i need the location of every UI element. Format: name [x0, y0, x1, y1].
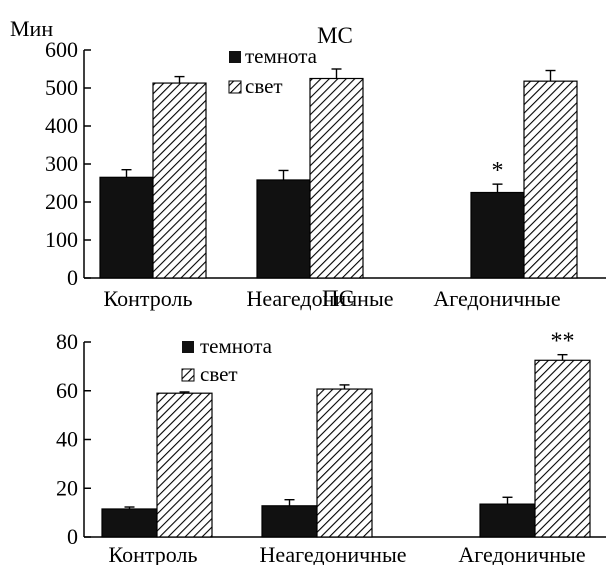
bars: ** — [101, 329, 591, 538]
legend-label-dark: темнота — [200, 334, 273, 358]
y-tick-label: 200 — [45, 189, 78, 214]
y-tick-label: 300 — [45, 151, 78, 176]
bar-dark — [479, 503, 536, 538]
panel-title: ПС — [322, 286, 354, 311]
x-category-label: Неагедоничные — [246, 286, 393, 311]
y-tick-label: 60 — [56, 378, 78, 403]
chart-panel-ms: Мин МС 0 100 200 300 400 500 600 Контроль Неагед… — [10, 16, 606, 311]
y-tick-label: 40 — [56, 427, 78, 452]
y-axis-label: Мин — [10, 16, 53, 41]
chart-panel-ps: ПС 0 20 40 60 80 Контроль Неагедоничные Агедони… — [56, 286, 606, 565]
bar-dark — [99, 176, 154, 279]
y-tick-label: 20 — [56, 475, 78, 500]
legend-label-dark: темнота — [245, 44, 318, 68]
y-tick-label: 600 — [45, 37, 78, 62]
x-category-label: Контроль — [104, 286, 193, 311]
significance-marker: * — [492, 158, 504, 184]
y-tick-label: 500 — [45, 75, 78, 100]
x-category-label: Контроль — [109, 542, 198, 565]
significance-marker: ** — [551, 329, 575, 355]
bar-light — [309, 77, 364, 279]
x-category-label: Неагедоничные — [259, 542, 406, 565]
legend-label-light: свет — [245, 74, 283, 98]
y-tick-label: 100 — [45, 227, 78, 252]
axes: 0 20 40 60 80 Контроль Неагедоничные Агедоничны… — [56, 329, 606, 565]
y-tick-label: 400 — [45, 113, 78, 138]
y-tick-label: 80 — [56, 329, 78, 354]
bar-light — [316, 388, 373, 538]
panel-title: МС — [317, 23, 353, 48]
legend: темнота свет — [228, 44, 318, 98]
legend: темнота свет — [181, 334, 273, 386]
bars: * — [99, 68, 578, 279]
bar-light — [534, 359, 591, 538]
y-tick-label: 0 — [67, 265, 78, 290]
legend-swatch-dark — [229, 51, 241, 63]
bar-dark — [256, 179, 311, 279]
x-category-label: Агедоничные — [458, 542, 585, 565]
y-tick-label: 0 — [67, 524, 78, 549]
bar-dark — [261, 505, 318, 538]
legend-label-light: свет — [200, 362, 238, 386]
axes: 0 100 200 300 400 500 600 Контроль Неагедоничные… — [45, 37, 606, 311]
bar-light — [152, 82, 207, 279]
bar-dark — [101, 508, 158, 538]
bar-light — [523, 80, 578, 279]
x-category-label: Агедоничные — [433, 286, 560, 311]
legend-swatch-light — [228, 80, 242, 94]
legend-swatch-dark — [182, 341, 194, 353]
legend-swatch-light — [181, 368, 195, 382]
bar-dark — [470, 191, 525, 279]
bar-light — [156, 392, 213, 538]
